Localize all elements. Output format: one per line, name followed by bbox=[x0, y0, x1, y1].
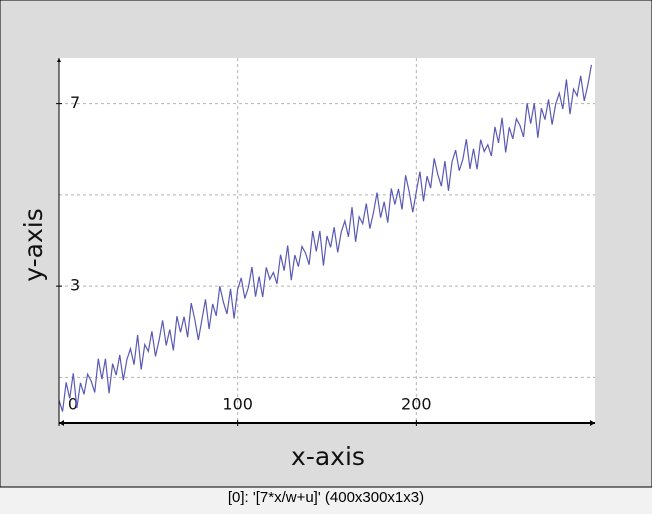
x-axis-title: x-axis bbox=[291, 442, 365, 471]
x-tick-label: 100 bbox=[222, 395, 253, 414]
x-tick-label: 0 bbox=[68, 395, 78, 414]
data-line bbox=[58, 64, 593, 412]
y-tick-label: 3 bbox=[70, 276, 80, 295]
caption: [0]: '[7*x/w+u]' (400x300x1x3) bbox=[228, 489, 424, 506]
x-tick-label: 200 bbox=[401, 395, 432, 414]
y-axis-title: y-axis bbox=[19, 208, 48, 281]
y-tick-label: 7 bbox=[70, 93, 80, 112]
